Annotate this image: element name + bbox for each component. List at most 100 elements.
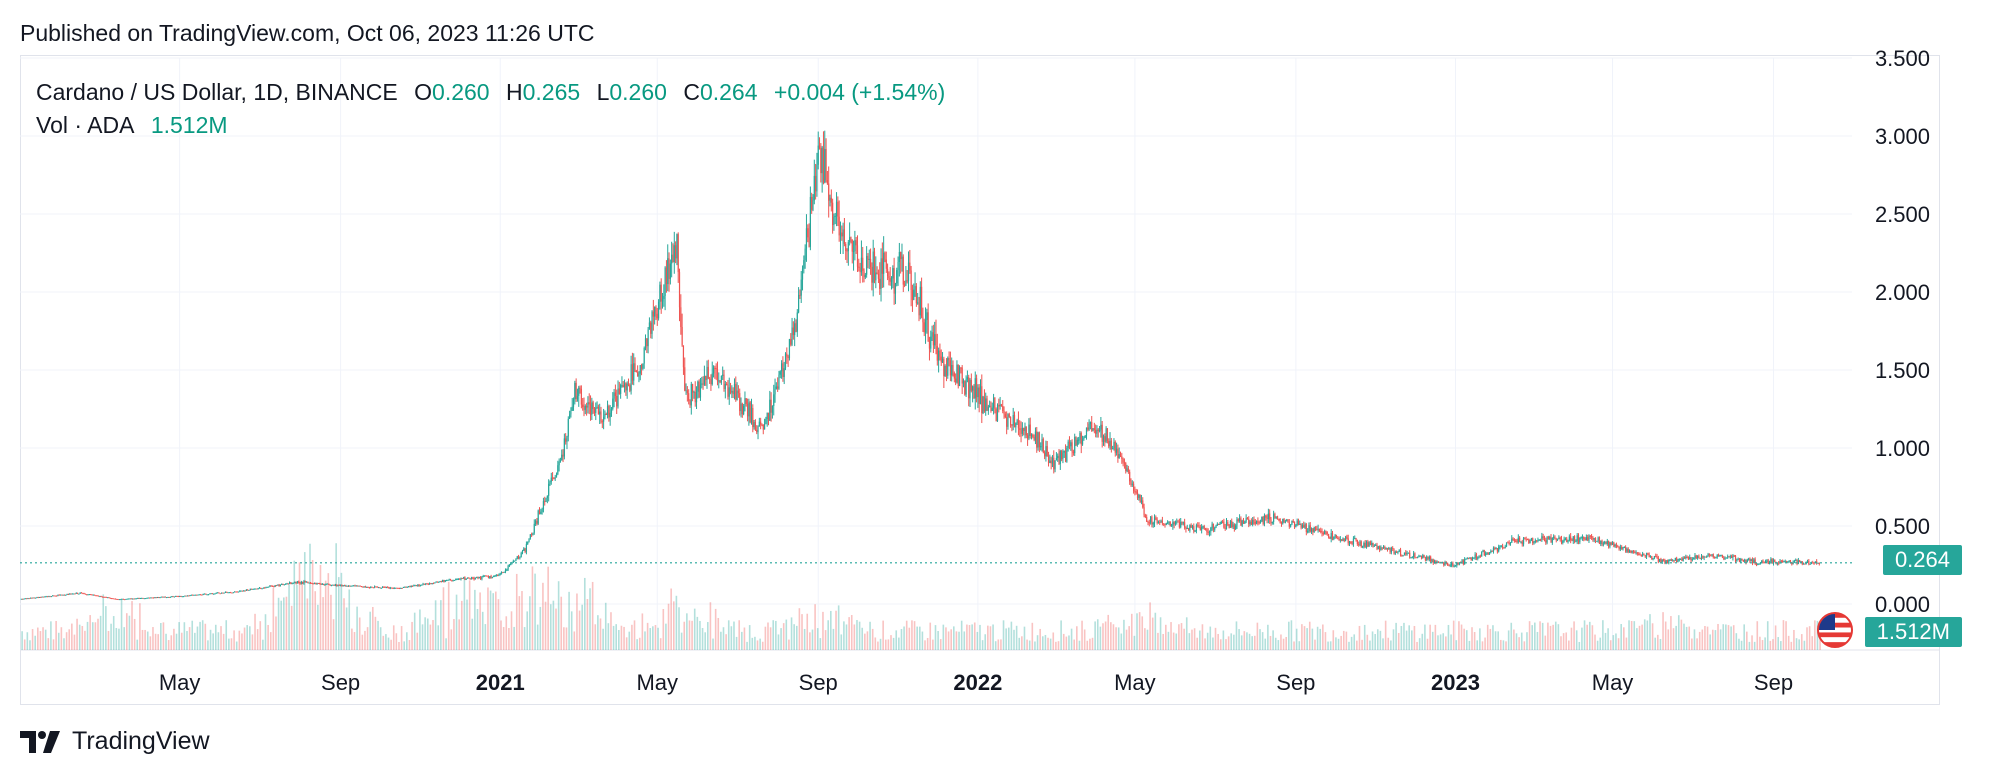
candle-body <box>1420 555 1423 559</box>
candle-body <box>1664 560 1666 563</box>
candle-body <box>968 377 970 399</box>
candle-body <box>1631 550 1633 553</box>
volume-bar <box>887 639 890 650</box>
candle-body <box>1033 436 1035 441</box>
volume-bar <box>1052 632 1055 650</box>
candle-body <box>1227 522 1229 525</box>
candle-body <box>626 383 628 391</box>
chart-frame[interactable] <box>20 55 1940 705</box>
candle-body <box>816 164 818 192</box>
candle-body <box>548 483 550 496</box>
volume-bar <box>426 618 429 650</box>
volume-bar <box>929 622 932 650</box>
candle-body <box>1788 560 1790 562</box>
candle-body <box>379 587 381 589</box>
candle-body <box>197 594 199 596</box>
volume-bar <box>987 625 989 650</box>
candle-body <box>453 579 456 581</box>
candle-body <box>309 582 312 584</box>
candle-body <box>563 438 565 457</box>
candle-body <box>750 407 753 423</box>
volume-bar <box>1447 624 1450 650</box>
volume-bar <box>1554 621 1557 650</box>
candle-body <box>546 495 548 499</box>
volume-bar <box>1133 635 1136 650</box>
volume-bar <box>1649 614 1651 650</box>
volume-bar <box>973 622 976 650</box>
candle-body <box>131 598 134 600</box>
candle-body <box>782 363 784 377</box>
candle-body <box>431 583 433 585</box>
candle-body <box>1423 555 1425 557</box>
candle-body <box>903 284 906 286</box>
candle-body <box>100 596 102 598</box>
candle-body <box>1143 507 1145 516</box>
candle-body <box>1013 415 1016 428</box>
volume-bar <box>1748 641 1751 650</box>
candle-body <box>199 594 202 596</box>
candle-body <box>377 587 380 589</box>
candle-body <box>1509 542 1512 545</box>
candle-body <box>143 598 145 600</box>
candle-body <box>1541 536 1543 540</box>
candle-body <box>125 598 127 600</box>
candle-body <box>1144 515 1146 517</box>
candle-body <box>1560 539 1563 543</box>
candle-body <box>756 429 758 433</box>
candle-body <box>1152 522 1154 525</box>
candle-body <box>578 387 580 396</box>
candle-body <box>1233 524 1235 530</box>
candle-body <box>1046 446 1048 457</box>
candle-body <box>674 245 677 259</box>
candle-body <box>387 587 389 589</box>
candle-body <box>1011 424 1013 426</box>
volume-bar <box>806 613 809 650</box>
candle-body <box>116 598 118 600</box>
candle-body <box>1686 556 1688 558</box>
candle-body <box>533 523 535 533</box>
volume-bar <box>607 623 610 650</box>
candle-body <box>292 582 295 584</box>
volume-bar <box>686 613 688 650</box>
candle-body <box>1211 523 1213 528</box>
candle-body <box>249 588 251 591</box>
volume-bar <box>767 622 769 650</box>
volume-bar <box>1374 634 1376 650</box>
candle-body <box>1195 525 1198 531</box>
footer-brand[interactable]: TradingView <box>20 727 210 756</box>
candle-body <box>104 596 106 598</box>
candle-body <box>736 390 738 400</box>
candle-body <box>974 378 976 399</box>
volume-bar <box>1277 640 1280 650</box>
candle-body <box>1443 562 1445 565</box>
candle-body <box>510 564 512 566</box>
candle-body <box>1380 547 1382 551</box>
candle-body <box>482 575 484 577</box>
volume-bar <box>827 620 829 650</box>
candle-body <box>49 596 51 598</box>
candle-body <box>905 280 907 286</box>
volume-bar <box>968 625 971 650</box>
volume-bar <box>128 615 131 650</box>
candle-body <box>25 598 28 600</box>
candle-body <box>1278 518 1280 520</box>
candle-body <box>184 595 186 597</box>
candle-body <box>1495 548 1497 550</box>
candle-body <box>442 580 444 582</box>
volume-bar <box>1790 641 1793 650</box>
volume-bar <box>1691 638 1693 650</box>
volume-bar <box>1570 627 1573 650</box>
candle-body <box>678 272 681 308</box>
candle-body <box>319 583 321 585</box>
candle-body <box>452 580 454 582</box>
candle-body <box>1168 521 1170 523</box>
candle-body <box>803 260 805 269</box>
volume-bar <box>1418 638 1421 650</box>
volume-bar <box>1274 637 1277 650</box>
candle-body <box>650 322 652 334</box>
candle-body <box>1784 561 1786 563</box>
candle-body <box>773 394 775 407</box>
candle-body <box>362 586 364 588</box>
volume-bar <box>652 626 654 650</box>
